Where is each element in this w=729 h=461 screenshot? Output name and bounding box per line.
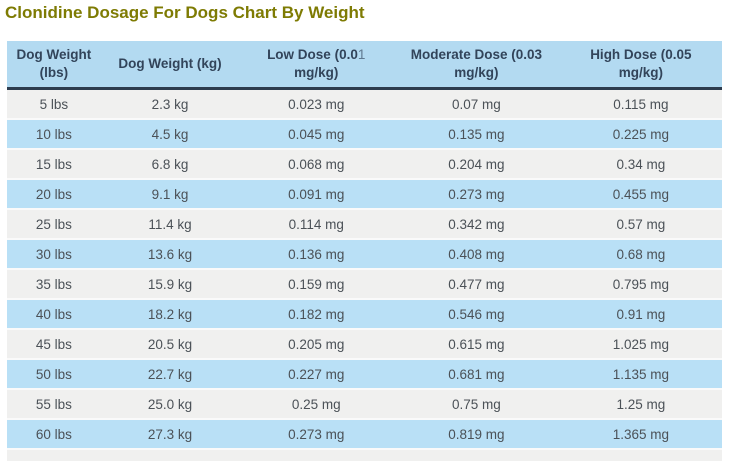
table-cell: 0.75 mg [393,388,560,419]
column-header-text: Low Dose (0.0 [267,46,358,62]
table-cell [559,448,722,461]
table-cell: 4.5 kg [100,118,240,149]
table-cell: 0.57 mg [559,208,722,239]
table-cell: 6.8 kg [100,148,240,179]
table-cell: 0.819 mg [393,418,560,449]
table-row: 45 lbs 20.5 kg 0.205 mg 0.615 mg 1.025 mg [7,328,722,359]
page-title: Clonidine Dosage For Dogs Chart By Weigh… [5,3,365,22]
table-cell: 35 lbs [7,268,101,299]
table-cell: 45 lbs [7,328,101,359]
table-cell: 60 lbs [7,418,101,449]
column-header-text: Dog Weight (kg) [118,55,222,71]
table-cell [7,448,101,461]
table-row: 15 lbs 6.8 kg 0.068 mg 0.204 mg 0.34 mg [7,148,722,179]
table-body: 5 lbs 2.3 kg 0.023 mg 0.07 mg 0.115 mg 10 lbs… [7,88,722,461]
table-cell: 0.273 mg [239,418,394,449]
table-row: 30 lbs 13.6 kg 0.136 mg 0.408 mg 0.68 mg [7,238,722,269]
table-cell: 30 lbs [7,238,101,269]
table-cell: 1.365 mg [559,418,722,449]
column-header: Moderate Dose (0.03 mg/kg) [393,41,560,90]
table-cell: 0.615 mg [393,328,560,359]
table-cell: 0.091 mg [239,178,394,209]
table-cell: 0.455 mg [559,178,722,209]
table-cell: 0.114 mg [239,208,394,239]
column-header-text: High Dose (0.05 mg/kg) [590,46,692,80]
table-cell: 25 lbs [7,208,101,239]
table-row: 25 lbs 11.4 kg 0.114 mg 0.342 mg 0.57 mg [7,208,722,239]
table-row: 40 lbs 18.2 kg 0.182 mg 0.546 mg 0.91 mg [7,298,722,329]
table-row: 50 lbs 22.7 kg 0.227 mg 0.681 mg 1.135 mg [7,358,722,389]
table-cell: 0.681 mg [393,358,560,389]
table-row: 55 lbs 25.0 kg 0.25 mg 0.75 mg 1.25 mg [7,388,722,419]
table-cell: 50 lbs [7,358,101,389]
table-cell: 15 lbs [7,148,101,179]
table-cell: 0.342 mg [393,208,560,239]
column-header: Dog Weight (lbs) [7,41,101,90]
table-cell: 0.205 mg [239,328,394,359]
table-row-partial [7,448,722,461]
table-cell: 1.25 mg [559,388,722,419]
table-cell: 55 lbs [7,388,101,419]
table-cell: 27.3 kg [100,418,240,449]
table-cell: 15.9 kg [100,268,240,299]
table-cell: 2.3 kg [100,88,240,119]
table-cell: 0.225 mg [559,118,722,149]
table-header-row: Dog Weight (lbs) Dog Weight (kg) Low Dose … [7,41,722,90]
table-cell [100,448,240,461]
table-cell: 0.045 mg [239,118,394,149]
table-cell: 9.1 kg [100,178,240,209]
table-cell: 0.91 mg [559,298,722,329]
column-header: Dog Weight (kg) [100,41,240,90]
table-cell: 22.7 kg [100,358,240,389]
table-cell: 1.025 mg [559,328,722,359]
table-cell: 11.4 kg [100,208,240,239]
table-cell: 10 lbs [7,118,101,149]
table-cell: 13.6 kg [100,238,240,269]
table-cell: 0.477 mg [393,268,560,299]
table-cell: 0.273 mg [393,178,560,209]
table-cell: 1.135 mg [559,358,722,389]
dosage-table: Dog Weight (lbs) Dog Weight (kg) Low Dose … [7,41,722,461]
table-cell: 0.34 mg [559,148,722,179]
table-cell [239,448,394,461]
table-cell: 18.2 kg [100,298,240,329]
table-row: 20 lbs 9.1 kg 0.091 mg 0.273 mg 0.455 mg [7,178,722,209]
table-cell: 0.182 mg [239,298,394,329]
table-cell: 20.5 kg [100,328,240,359]
column-header-text: Moderate Dose (0.03 mg/kg) [410,46,543,80]
table-cell: 0.546 mg [393,298,560,329]
table-cell: 0.159 mg [239,268,394,299]
column-header: High Dose (0.05 mg/kg) [559,41,722,90]
table-cell: 0.408 mg [393,238,560,269]
table-cell: 0.135 mg [393,118,560,149]
table-cell: 0.023 mg [239,88,394,119]
table-cell: 0.068 mg [239,148,394,179]
table-row: 60 lbs 27.3 kg 0.273 mg 0.819 mg 1.365 mg [7,418,722,449]
table-cell: 0.227 mg [239,358,394,389]
table-cell: 25.0 kg [100,388,240,419]
table-cell: 5 lbs [7,88,101,119]
table-row: 10 lbs 4.5 kg 0.045 mg 0.135 mg 0.225 mg [7,118,722,149]
column-header-text: mg/kg) [294,65,339,80]
table-cell: 40 lbs [7,298,101,329]
table-cell [393,448,560,461]
table-row: 5 lbs 2.3 kg 0.023 mg 0.07 mg 0.115 mg [7,88,722,119]
table-cell: 0.115 mg [559,88,722,119]
table-cell: 20 lbs [7,178,101,209]
table-cell: 0.68 mg [559,238,722,269]
table-row: 35 lbs 15.9 kg 0.159 mg 0.477 mg 0.795 mg [7,268,722,299]
column-header-text: 1 [357,46,366,62]
table-cell: 0.136 mg [239,238,394,269]
table-cell: 0.25 mg [239,388,394,419]
table-cell: 0.204 mg [393,148,560,179]
table-cell: 0.795 mg [559,268,722,299]
table-cell: 0.07 mg [393,88,560,119]
column-header-text: Dog Weight (lbs) [16,46,92,80]
column-header: Low Dose (0.01 mg/kg) [239,41,394,90]
table-header: Dog Weight (lbs) Dog Weight (kg) Low Dose … [7,41,722,90]
